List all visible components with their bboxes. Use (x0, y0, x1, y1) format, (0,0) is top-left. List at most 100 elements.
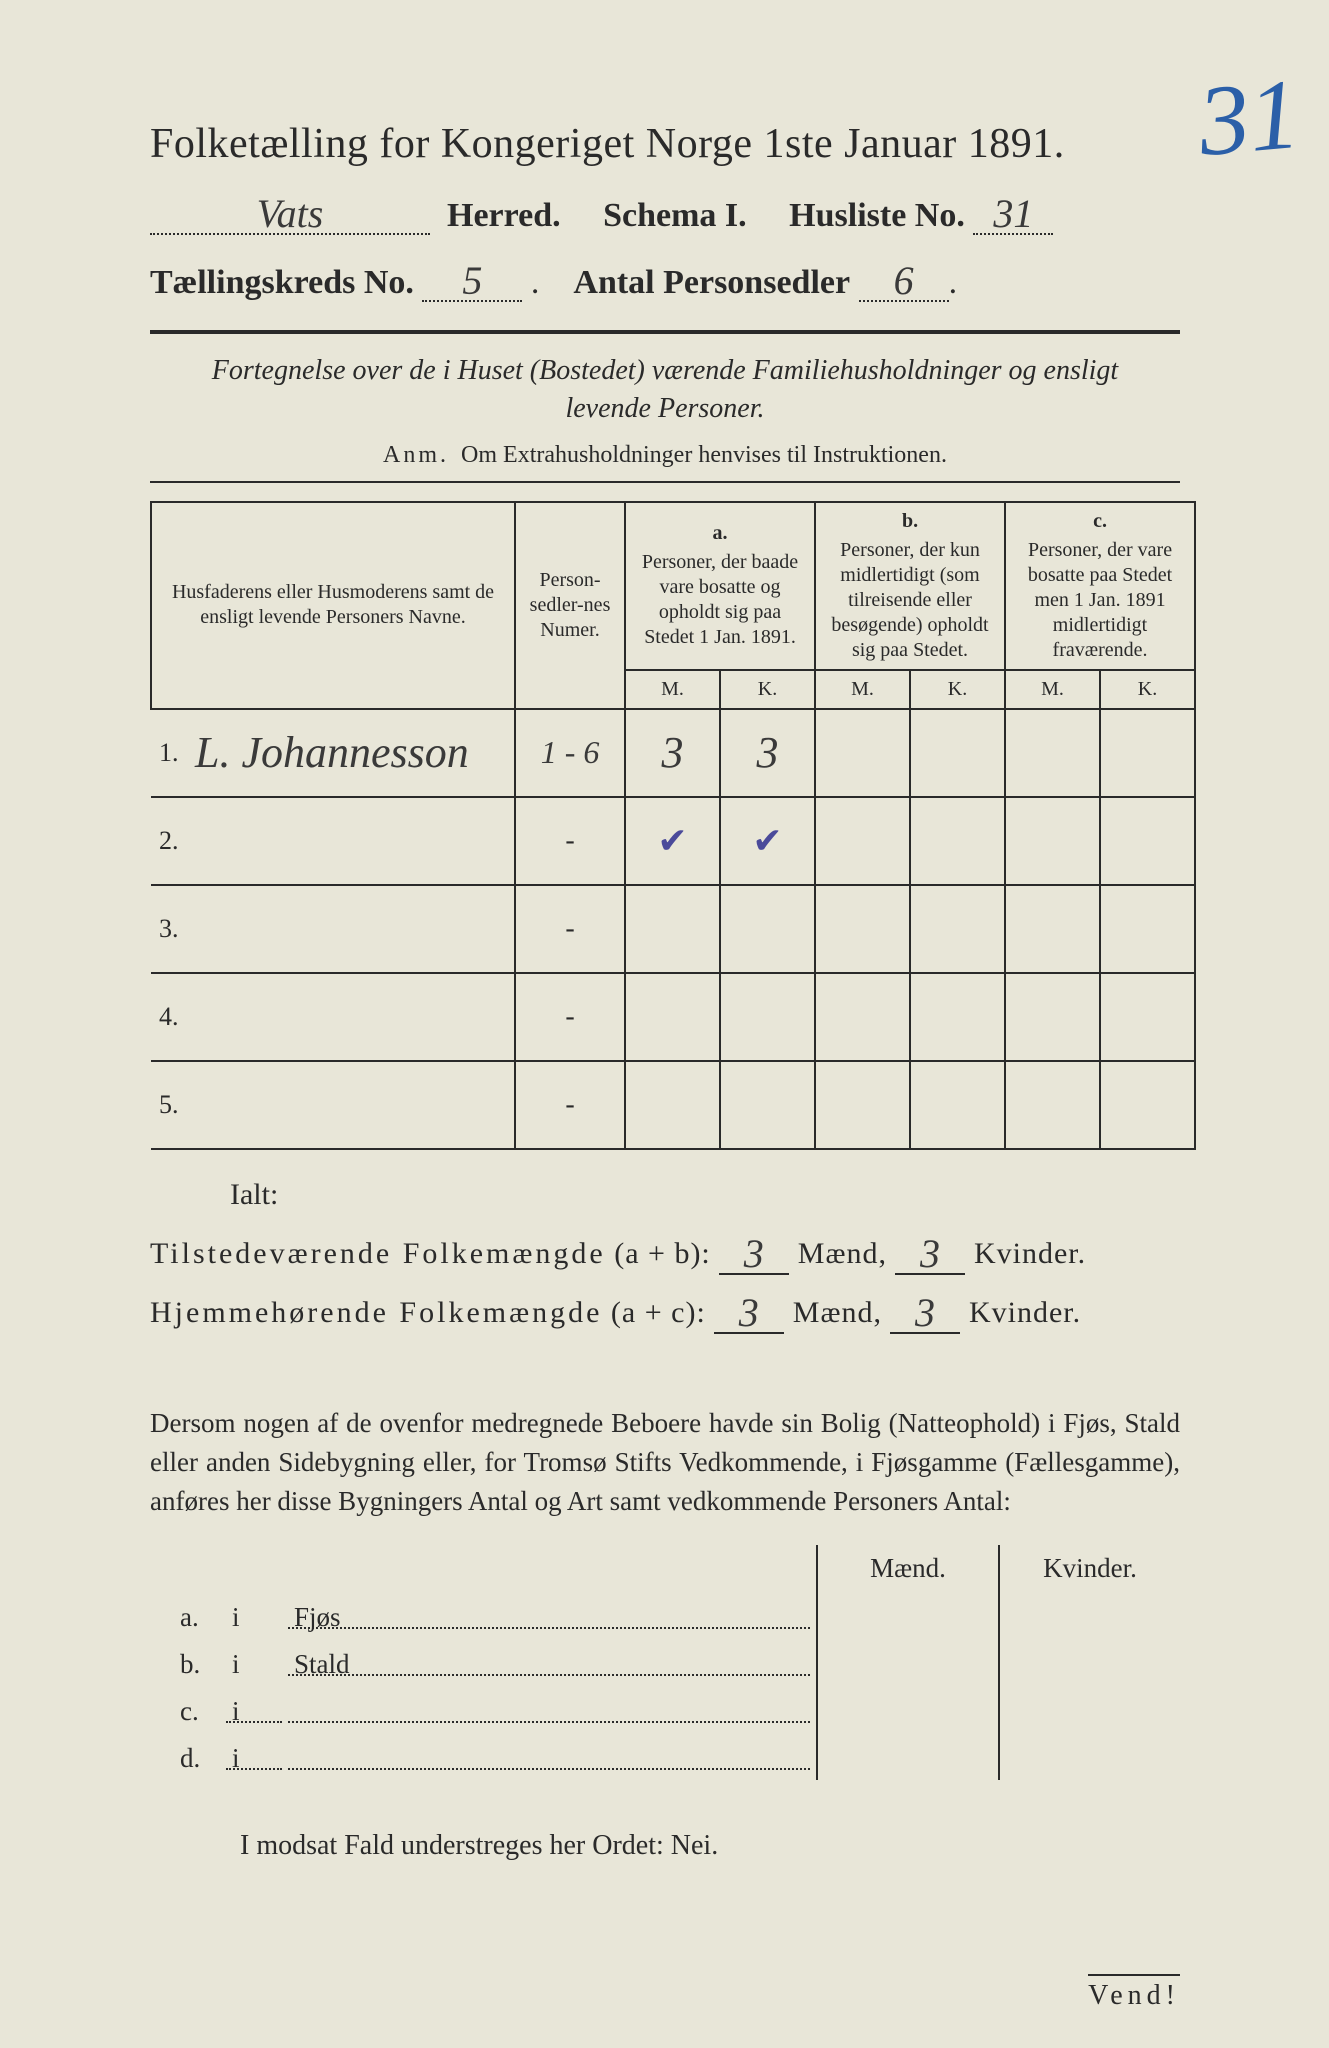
lower-m (817, 1686, 999, 1733)
lower-row: a. i Fjøs (150, 1592, 1180, 1639)
cell-c-m (1005, 973, 1100, 1061)
lower-i: i (226, 1733, 288, 1780)
cell-a-k (720, 885, 815, 973)
hdr-b-letter: b. (822, 509, 998, 534)
lower-label: Stald (288, 1639, 817, 1686)
lower-row: b. i Stald (150, 1639, 1180, 1686)
lower-letter: b. (150, 1639, 226, 1686)
cell-a-k (720, 1061, 815, 1149)
cell-a-k: ✔ (720, 797, 815, 885)
herred-value: Vats (257, 191, 324, 236)
lower-letter: d. (150, 1733, 226, 1780)
ialt-row-2: Hjemmehørende Folkemængde (a + c): 3 Mæn… (150, 1285, 1180, 1334)
husliste-label: Husliste No. (789, 197, 965, 234)
form-title: Folketælling for Kongeriget Norge 1ste J… (150, 120, 1180, 168)
lower-i: i (226, 1639, 288, 1686)
cell-c-m (1005, 885, 1100, 973)
cell-c-m (1005, 1061, 1100, 1149)
lower-k (999, 1639, 1180, 1686)
kreds-label: Tællingskreds No. (150, 264, 414, 301)
schema-label: Schema I. (603, 197, 747, 234)
rule-1 (150, 330, 1180, 334)
row-name (185, 973, 515, 1061)
cell-b-m (815, 885, 910, 973)
lower-row: d. i (150, 1733, 1180, 1780)
hdr-c: c. Personer, der vare bosatte paa Stedet… (1005, 502, 1195, 670)
cell-b-k (910, 709, 1005, 797)
cell-a-k: 3 (720, 709, 815, 797)
row-numer: - (515, 973, 625, 1061)
cell-c-m (1005, 709, 1100, 797)
census-form-page: 31 Folketælling for Kongeriget Norge 1st… (0, 0, 1329, 2048)
cell-a-k (720, 973, 815, 1061)
lower-m (817, 1733, 999, 1780)
hdr-numer: Person-sedler-nes Numer. (515, 502, 625, 709)
ialt-row2-m: 3 (739, 1290, 760, 1335)
lower-head-m: Mænd. (817, 1545, 999, 1592)
hdr-b-text: Personer, der kun midlertidigt (som tilr… (831, 539, 988, 661)
form-content: Folketælling for Kongeriget Norge 1ste J… (150, 120, 1180, 1862)
lower-k (999, 1733, 1180, 1780)
check-mark-icon: ✔ (752, 820, 782, 861)
cell-c-k (1100, 885, 1195, 973)
lower-letter: a. (150, 1592, 226, 1639)
hdr-name: Husfaderens eller Husmoderens samt de en… (151, 502, 515, 709)
vend-label: Vend! (1088, 1974, 1180, 2012)
table-row: 4. - (151, 973, 1195, 1061)
cell-value: 3 (757, 728, 779, 777)
cell-b-m (815, 797, 910, 885)
nei-line: I modsat Fald understreges her Ordet: Ne… (240, 1830, 1180, 1862)
row-num: 2. (151, 797, 185, 885)
row-num: 5. (151, 1061, 185, 1149)
hdr-c-m: M. (1005, 670, 1100, 709)
antal-label: Antal Personsedler (573, 264, 850, 301)
anm-text: Om Extrahusholdninger henvises til Instr… (461, 442, 947, 468)
kvinder-label: Kvinder. (969, 1296, 1081, 1329)
ialt-row1-k: 3 (920, 1231, 941, 1276)
hdr-a-m: M. (625, 670, 720, 709)
kreds-value: 5 (462, 258, 482, 303)
hdr-c-letter: c. (1012, 509, 1188, 534)
hdr-a-k: K. (720, 670, 815, 709)
check-mark-icon: ✔ (657, 820, 687, 861)
hdr-a: a. Personer, der baade vare bosatte og o… (625, 502, 815, 670)
ialt-row2-k: 3 (915, 1290, 936, 1335)
hdr-a-text: Personer, der baade vare bosatte og opho… (642, 551, 798, 648)
hdr-c-k: K. (1100, 670, 1195, 709)
row-num: 1. (151, 709, 185, 797)
antal-value: 6 (894, 258, 914, 303)
ialt-row2-paren: (a + c): (611, 1296, 706, 1329)
table-row: 5. - (151, 1061, 1195, 1149)
anm-line: Anm. Om Extrahusholdninger henvises til … (150, 442, 1180, 469)
table-body: 1. L. Johannesson 1 - 6 3 3 2. - ✔ ✔ (151, 709, 1195, 1149)
cell-b-k (910, 1061, 1005, 1149)
numer-value: 1 - 6 (541, 734, 600, 770)
cell-c-k (1100, 709, 1195, 797)
cell-a-m (625, 973, 720, 1061)
ialt-row2-label: Hjemmehørende Folkemængde (150, 1296, 602, 1329)
lower-m (817, 1592, 999, 1639)
cell-a-m (625, 1061, 720, 1149)
row-name: L. Johannesson (185, 709, 515, 797)
lower-label: Fjøs (288, 1592, 817, 1639)
row-name (185, 1061, 515, 1149)
paragraph: Dersom nogen af de ovenfor medregnede Be… (150, 1404, 1180, 1521)
cell-b-m (815, 1061, 910, 1149)
cell-b-k (910, 885, 1005, 973)
rule-2 (150, 481, 1180, 483)
cell-c-k (1100, 1061, 1195, 1149)
main-table: Husfaderens eller Husmoderens samt de en… (150, 501, 1196, 1150)
table-row: 3. - (151, 885, 1195, 973)
maend-label: Mænd, (793, 1296, 882, 1329)
lower-k (999, 1686, 1180, 1733)
ialt-row-1: Tilstedeværende Folkemængde (a + b): 3 M… (150, 1226, 1180, 1275)
lower-label (288, 1733, 817, 1780)
lower-row: c. i (150, 1686, 1180, 1733)
lower-i: i (226, 1686, 288, 1733)
ialt-row1-paren: (a + b): (614, 1237, 711, 1270)
lower-label (288, 1686, 817, 1733)
row-name (185, 885, 515, 973)
row-numer: - (515, 1061, 625, 1149)
hdr-b-m: M. (815, 670, 910, 709)
row-num: 3. (151, 885, 185, 973)
